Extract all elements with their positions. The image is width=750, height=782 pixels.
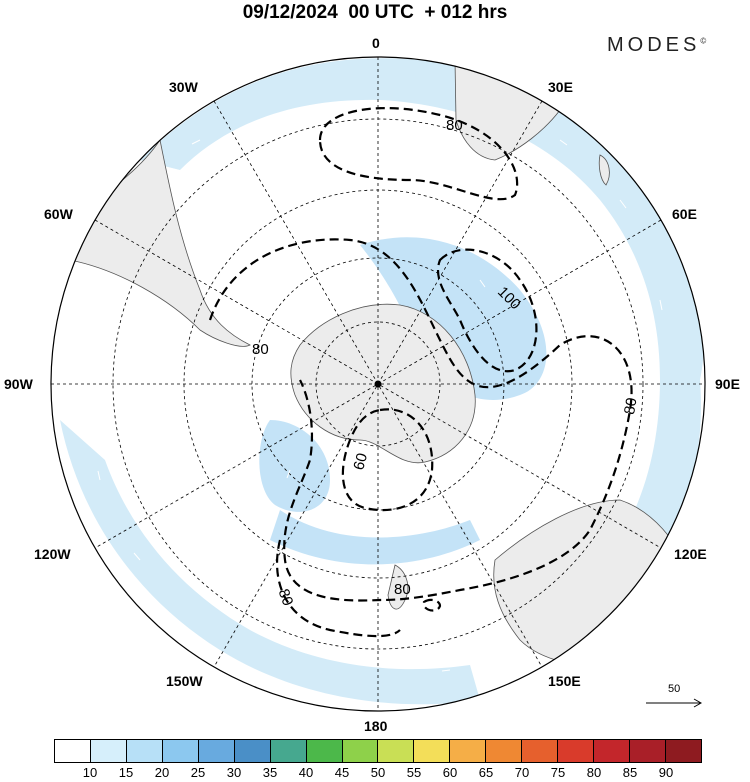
contour-100	[437, 248, 538, 373]
contour-label: 80	[252, 341, 269, 358]
contour-label: 80	[275, 587, 297, 608]
lon-label-30w: 30W	[169, 79, 198, 95]
lon-label-30e: 30E	[548, 79, 573, 95]
lon-label-120w: 120W	[34, 546, 71, 562]
south-pole-marker	[374, 380, 382, 388]
colorbar-tick-label: 55	[406, 765, 422, 780]
lon-label-120e: 120E	[674, 546, 707, 562]
contour-label: 80	[394, 581, 411, 598]
polar-map: 80 100 80 80 60 80 80	[50, 56, 706, 712]
colorbar-tick-label: 25	[190, 765, 206, 780]
colorbar-tick-label: 35	[262, 765, 278, 780]
colorbar-swatch	[630, 740, 666, 762]
map-border	[50, 56, 706, 712]
brand-name: MODES	[607, 34, 701, 56]
colorbar-labels: 10 15 20 25 30 35 40 45 50 55 60 65 70 75 80 85 90	[54, 765, 702, 781]
contour-80-small	[422, 598, 442, 612]
colorbar-swatch	[162, 740, 199, 762]
colorbar-swatch	[198, 740, 235, 762]
colorbar-swatch	[594, 740, 630, 762]
colorbar-tick-label: 65	[478, 765, 494, 780]
lon-label-150e: 150E	[548, 673, 581, 689]
colorbar-swatch	[414, 740, 451, 762]
lon-label-90e: 90E	[715, 376, 740, 392]
colorbar-swatch	[55, 740, 91, 762]
colorbar-tick-label: 45	[334, 765, 350, 780]
reference-vector-arrow	[646, 698, 703, 708]
colorbar-swatch	[126, 740, 163, 762]
colorbar	[54, 739, 702, 763]
brand-logo: MODES©	[607, 34, 706, 57]
lon-label-150w: 150W	[166, 673, 203, 689]
colorbar-tick-label: 30	[226, 765, 242, 780]
colorbar-swatch	[522, 740, 559, 762]
colorbar-tick-label: 80	[586, 765, 602, 780]
contour-80-north	[318, 107, 519, 201]
contour-label: 80	[621, 396, 641, 415]
lon-label-60w: 60W	[44, 206, 73, 222]
madagascar	[598, 154, 610, 186]
contour-80-lower	[276, 539, 401, 638]
lon-label-0: 0	[372, 35, 380, 51]
south-america	[69, 138, 251, 347]
brand-mark: ©	[700, 36, 707, 46]
colorbar-swatch	[270, 740, 307, 762]
colorbar-swatch	[558, 740, 595, 762]
colorbar-tick-label: 90	[658, 765, 674, 780]
antarctica	[290, 303, 476, 464]
colorbar-tick-label: 60	[442, 765, 458, 780]
colorbar-tick-label: 40	[298, 765, 314, 780]
colorbar-swatch	[234, 740, 271, 762]
colorbar-swatch	[486, 740, 523, 762]
height-contours	[208, 107, 633, 638]
colorbar-swatch	[342, 740, 379, 762]
colorbar-tick-label: 20	[154, 765, 170, 780]
colorbar-swatch	[665, 740, 701, 762]
lon-label-180: 180	[364, 718, 388, 734]
colorbar-tick-label: 75	[550, 765, 566, 780]
wind-vectors	[97, 139, 663, 672]
colorbar-swatch	[306, 740, 343, 762]
colorbar-tick-label: 15	[118, 765, 134, 780]
colorbar-tick-label: 85	[622, 765, 638, 780]
reference-vector-label: 50	[668, 683, 681, 695]
lon-label-90w: 90W	[4, 376, 33, 392]
colorbar-tick-label: 50	[370, 765, 386, 780]
contour-80-main	[208, 238, 633, 602]
contour-label: 80	[446, 117, 463, 134]
colorbar-swatch	[378, 740, 415, 762]
colorbar-tick-label: 10	[82, 765, 98, 780]
lon-label-60e: 60E	[672, 206, 697, 222]
colorbar-tick-label: 70	[514, 765, 530, 780]
colorbar-swatch	[450, 740, 487, 762]
contour-60	[341, 408, 434, 512]
contour-label: 60	[350, 451, 371, 472]
map-title: 09/12/2024 00 UTC + 012 hrs	[242, 2, 508, 23]
colorbar-swatch	[90, 740, 127, 762]
